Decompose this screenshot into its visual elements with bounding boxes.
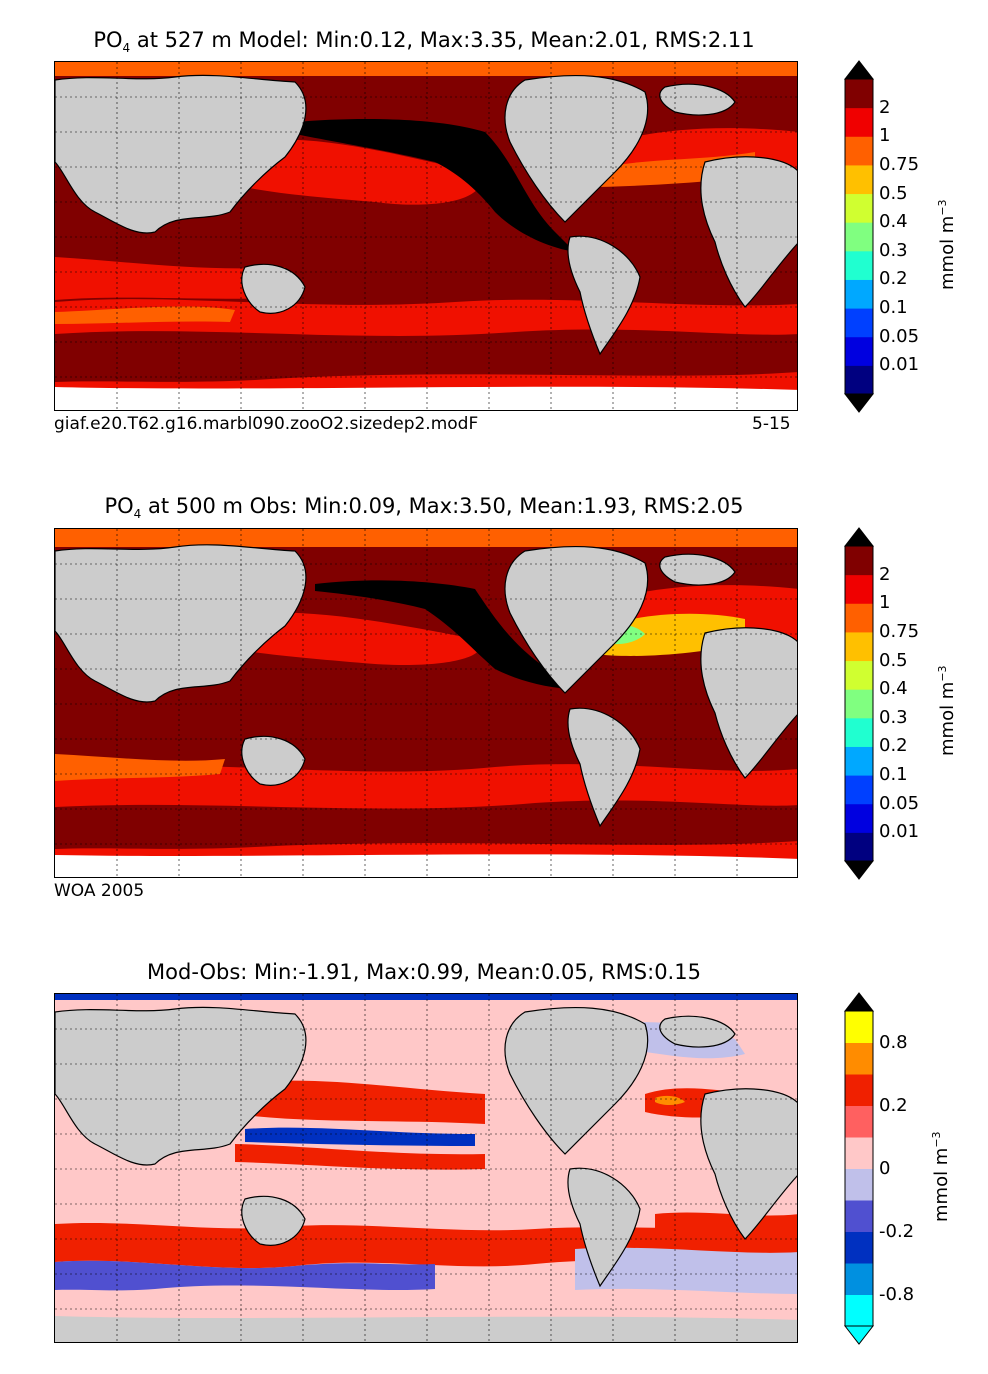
colorbar-tick-label: 0.3 (879, 706, 908, 728)
colorbar-tick-label: 0 (879, 1157, 891, 1179)
colorbar-tick-label: 0.4 (879, 211, 908, 233)
panel-2-units: mmol m−3 (936, 665, 958, 756)
panel-3-units-sup: −3 (930, 1131, 943, 1148)
colorbar-swatch (845, 1011, 873, 1043)
colorbar-swatch (845, 79, 873, 109)
colorbar-swatch (845, 250, 873, 280)
panel-1-years: 5-15 (752, 414, 791, 434)
colorbar-frame (844, 545, 874, 862)
colorbar-under-arrow (843, 1325, 875, 1345)
colorbar-over-arrow (843, 992, 875, 1012)
colorbar-tick-label: 0.3 (879, 239, 908, 261)
colorbar-tick-label: 0.01 (879, 821, 920, 843)
colorbar-tick-label: 0.01 (879, 354, 920, 376)
colorbar-tick-label: 0.75 (879, 620, 920, 642)
colorbar-swatch (845, 1231, 873, 1264)
panel-2-source: WOA 2005 (54, 881, 145, 901)
colorbar-tick-label: 0.05 (879, 792, 920, 814)
colorbar-tick-label: 2 (879, 563, 891, 585)
colorbar-swatch (845, 832, 873, 862)
colorbar-swatch (845, 136, 873, 166)
colorbar-swatch (845, 365, 873, 395)
colorbar-swatch (845, 574, 873, 604)
panel-2-title-main: PO (104, 494, 134, 518)
colorbar-swatch (845, 107, 873, 137)
panel-3-colorbar (843, 992, 875, 1345)
colorbar-swatch (845, 1168, 873, 1201)
panel-1-title-rest: at 527 m Model: Min:0.12, Max:3.35, Mean… (130, 28, 755, 52)
colorbar-swatch (845, 546, 873, 576)
panel-3-title: Mod-Obs: Min:-1.91, Max:0.99, Mean:0.05,… (0, 960, 848, 984)
panel-2-title-sub: 4 (133, 507, 142, 522)
colorbar-swatch (845, 1137, 873, 1169)
colorbar-tick-label: 2 (879, 96, 891, 118)
colorbar-swatch (845, 336, 873, 366)
colorbar-tick-label: 1 (879, 125, 891, 147)
colorbar-swatch (845, 308, 873, 338)
panel-1-units: mmol m−3 (936, 199, 958, 290)
panel-1-map (54, 61, 798, 411)
colorbar-tick-label: 0.75 (879, 153, 920, 175)
panel-1-case-name: giaf.e20.T62.g16.marbl090.zooO2.sizedep2… (54, 414, 479, 434)
panel-1-title-main: PO (93, 28, 123, 52)
colorbar-swatch (845, 803, 873, 833)
panel-3-title-rest: Mod-Obs: Min:-1.91, Max:0.99, Mean:0.05,… (147, 960, 701, 984)
colorbar-swatch (845, 717, 873, 747)
colorbar-swatch (845, 775, 873, 805)
colorbar-swatch (845, 1074, 873, 1106)
colorbar-tick-label: 1 (879, 592, 891, 614)
panel-2-title-rest: at 500 m Obs: Min:0.09, Max:3.50, Mean:1… (141, 494, 744, 518)
panel-2-colorbar (843, 527, 875, 880)
colorbar-swatch (845, 689, 873, 719)
panel-1-title: PO4 at 527 m Model: Min:0.12, Max:3.35, … (0, 28, 848, 55)
panel-3-units: mmol m−3 (930, 1131, 952, 1222)
colorbar-tick-label: 0.4 (879, 678, 908, 700)
colorbar-swatch (845, 222, 873, 252)
colorbar-swatch (845, 631, 873, 662)
colorbar-tick-label: -0.8 (879, 1283, 915, 1305)
colorbar-tick-label: 0.5 (879, 182, 908, 204)
panel-3-map (54, 993, 798, 1343)
colorbar-over-arrow (843, 60, 875, 80)
colorbar-tick-label: -0.2 (879, 1220, 915, 1242)
colorbar-frame (844, 1010, 874, 1327)
colorbar-swatch (845, 1263, 873, 1295)
colorbar-tick-label: 0.05 (879, 325, 920, 347)
colorbar-tick-label: 0.1 (879, 297, 908, 319)
colorbar-swatch (845, 1042, 873, 1075)
panel-2-title: PO4 at 500 m Obs: Min:0.09, Max:3.50, Me… (0, 494, 848, 521)
colorbar-swatch (845, 164, 873, 195)
colorbar-tick-label: 0.2 (879, 268, 908, 290)
colorbar-swatch (845, 279, 873, 309)
colorbar-tick-label: 0.2 (879, 735, 908, 757)
colorbar-tick-label: 0.1 (879, 764, 908, 786)
colorbar-tick-label: 0.2 (879, 1094, 908, 1116)
panel-3-units-main: mmol m (931, 1147, 952, 1222)
colorbar-swatch (845, 746, 873, 776)
colorbar-under-arrow (843, 860, 875, 880)
colorbar-swatch (845, 660, 873, 690)
colorbar-swatch (845, 193, 873, 223)
colorbar-frame (844, 78, 874, 395)
panel-1-title-sub: 4 (122, 41, 131, 56)
panel-2-map (54, 528, 798, 878)
colorbar-tick-label: 0.5 (879, 649, 908, 671)
panel-1-units-main: mmol m (937, 215, 958, 290)
colorbar-swatch (845, 603, 873, 633)
colorbar-under-arrow (843, 393, 875, 413)
panel-2-units-main: mmol m (937, 681, 958, 756)
panel-1-units-sup: −3 (936, 199, 949, 216)
colorbar-swatch (845, 1200, 873, 1232)
colorbar-swatch (845, 1105, 873, 1138)
colorbar-swatch (845, 1294, 873, 1327)
panel-1-colorbar (843, 60, 875, 413)
colorbar-over-arrow (843, 527, 875, 547)
panel-2-units-sup: −3 (936, 665, 949, 682)
colorbar-tick-label: 0.8 (879, 1031, 908, 1053)
